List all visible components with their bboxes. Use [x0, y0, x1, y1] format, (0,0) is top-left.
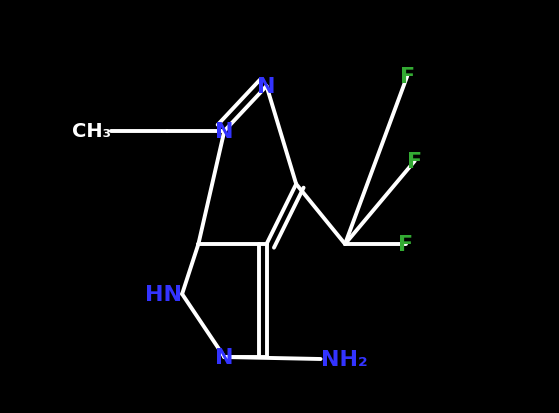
Text: NH₂: NH₂ [321, 349, 367, 369]
Text: N: N [257, 77, 276, 97]
Text: N: N [215, 347, 234, 367]
Text: N: N [215, 122, 234, 142]
Text: F: F [400, 67, 415, 87]
Text: F: F [398, 235, 413, 254]
Text: F: F [407, 152, 422, 171]
Text: HN: HN [145, 284, 182, 304]
Text: CH₃: CH₃ [72, 122, 111, 141]
